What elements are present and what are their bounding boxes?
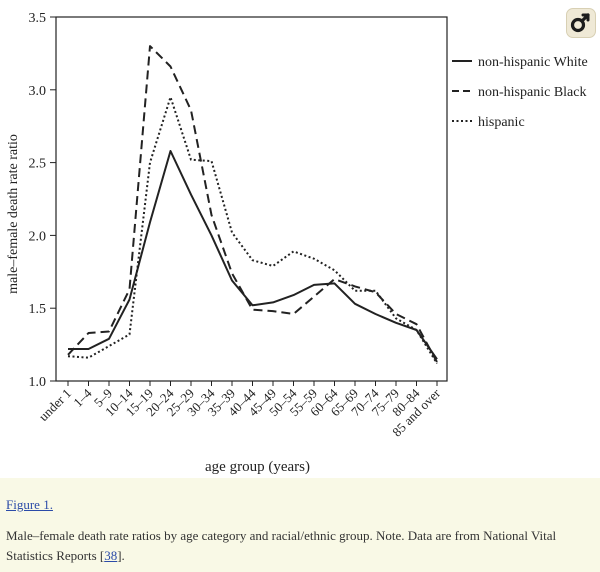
badge-button[interactable]	[566, 8, 596, 38]
female-symbol-icon	[570, 13, 590, 33]
y-axis-label: male–female death rate ratio	[6, 134, 21, 294]
y-tick-label: 1.5	[29, 302, 47, 317]
series-line-2	[67, 45, 438, 363]
y-tick-label: 3.0	[29, 84, 47, 99]
figure-link[interactable]: Figure 1.	[6, 497, 53, 512]
series-line-3	[67, 96, 438, 365]
legend-label: hispanic	[478, 115, 525, 130]
x-tick-label: under 1	[36, 386, 74, 424]
y-tick-label: 1.0	[29, 375, 47, 390]
legend-label: non-hispanic Black	[478, 85, 586, 100]
y-tick-label: 2.5	[29, 157, 47, 172]
legend-label: non-hispanic White	[478, 55, 588, 70]
plot-area-frame	[55, 16, 448, 382]
figure-caption: Male–female death rate ratios by age cat…	[6, 526, 591, 566]
y-tick-label: 2.0	[29, 229, 47, 244]
series-line-1	[68, 150, 438, 360]
caption-text: Male–female death rate ratios by age cat…	[6, 528, 557, 563]
x-axis-label: age group (years)	[205, 459, 310, 475]
figure-panel: 1.0 1.5 2.0 2.5 3.0 3.5 under 1 1–4 5–9 10–14 15–1…	[0, 0, 600, 478]
y-tick-label: 3.5	[29, 11, 47, 26]
reference-link[interactable]: 38	[104, 548, 118, 563]
caption-end: ].	[117, 548, 125, 563]
